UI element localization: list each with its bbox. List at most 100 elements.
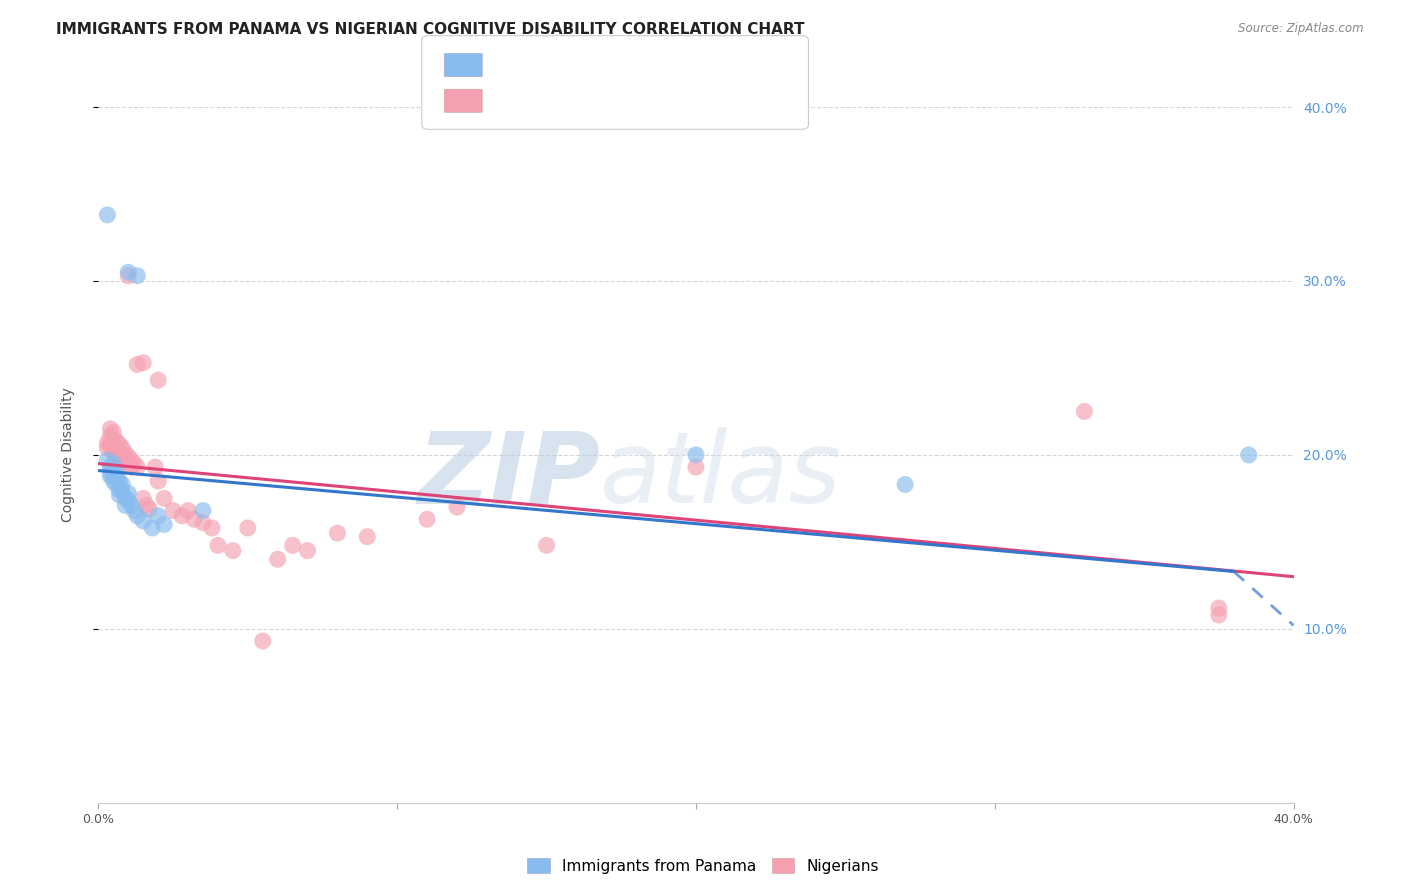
Point [127, 508, 149, 523]
Point [153, 517, 176, 532]
Point [148, 508, 170, 523]
Point [135, 499, 157, 513]
Point [111, 448, 134, 462]
Point [108, 488, 131, 502]
Point [132, 356, 155, 370]
Point [98, 422, 122, 436]
Text: IMMIGRANTS FROM PANAMA VS NIGERIAN COGNITIVE DISABILITY CORRELATION CHART: IMMIGRANTS FROM PANAMA VS NIGERIAN COGNI… [56, 22, 804, 37]
Point [105, 448, 128, 462]
Point [148, 373, 170, 387]
Point [117, 450, 139, 464]
Text: -0.148: -0.148 [527, 58, 576, 72]
Point [105, 477, 128, 491]
Point [120, 499, 142, 513]
Point [281, 538, 304, 552]
Point [201, 521, 224, 535]
Point [120, 453, 142, 467]
Point [98, 429, 122, 443]
Point [103, 462, 125, 476]
Point [1073, 404, 1095, 418]
Point [111, 455, 134, 469]
Point [252, 634, 274, 648]
Point [117, 493, 139, 508]
Point [114, 453, 136, 467]
Text: atlas: atlas [600, 427, 842, 524]
Point [162, 503, 184, 517]
Point [111, 477, 134, 491]
Point [207, 538, 229, 552]
Text: N =: N = [621, 58, 665, 72]
Point [127, 268, 149, 283]
Text: 34: 34 [671, 58, 690, 72]
Point [96, 435, 118, 450]
Point [105, 470, 128, 484]
Point [96, 208, 118, 222]
Point [685, 460, 707, 475]
Point [127, 460, 149, 475]
Point [1208, 601, 1230, 615]
Point [98, 460, 122, 475]
Point [183, 512, 205, 526]
Point [685, 448, 707, 462]
Point [103, 468, 125, 483]
Text: 59: 59 [671, 94, 690, 108]
Point [108, 483, 131, 497]
Point [117, 486, 139, 500]
Point [96, 441, 118, 455]
Point [132, 514, 155, 528]
Text: R =: R = [488, 94, 522, 108]
Point [98, 466, 122, 480]
Point [326, 526, 349, 541]
Point [143, 460, 166, 475]
Point [222, 543, 245, 558]
Point [108, 474, 131, 488]
Point [111, 441, 134, 455]
Point [1208, 607, 1230, 622]
Point [132, 491, 155, 506]
Text: Source: ZipAtlas.com: Source: ZipAtlas.com [1239, 22, 1364, 36]
Point [105, 434, 128, 448]
Point [191, 503, 214, 517]
Point [446, 500, 468, 514]
Point [114, 446, 136, 460]
Point [108, 451, 131, 466]
Point [127, 358, 149, 372]
Point [356, 530, 378, 544]
Point [138, 501, 160, 516]
Point [124, 457, 146, 471]
Text: N =: N = [621, 94, 665, 108]
Point [98, 435, 122, 450]
Point [114, 491, 136, 506]
Point [103, 439, 125, 453]
Point [117, 265, 139, 279]
Text: -0.239: -0.239 [527, 94, 576, 108]
Point [124, 503, 146, 517]
Point [117, 268, 139, 283]
Point [103, 474, 125, 488]
Point [105, 466, 128, 480]
Point [103, 425, 125, 440]
Point [172, 508, 194, 523]
Point [148, 474, 170, 488]
Point [267, 552, 290, 566]
Point [103, 457, 125, 471]
Point [103, 432, 125, 446]
Point [1237, 448, 1260, 462]
Point [103, 444, 125, 458]
Point [236, 521, 259, 535]
Point [108, 444, 131, 458]
Point [120, 460, 142, 475]
Point [108, 437, 131, 451]
Point [191, 516, 214, 530]
Text: R =: R = [488, 58, 522, 72]
Point [96, 453, 118, 467]
Point [153, 491, 176, 506]
Point [117, 457, 139, 471]
Point [177, 503, 200, 517]
Point [894, 477, 917, 491]
Point [98, 441, 122, 455]
Point [111, 484, 134, 499]
Text: ZIP: ZIP [418, 427, 600, 524]
Y-axis label: Cognitive Disability: Cognitive Disability [60, 387, 75, 523]
Legend: Immigrants from Panama, Nigerians: Immigrants from Panama, Nigerians [520, 852, 886, 880]
